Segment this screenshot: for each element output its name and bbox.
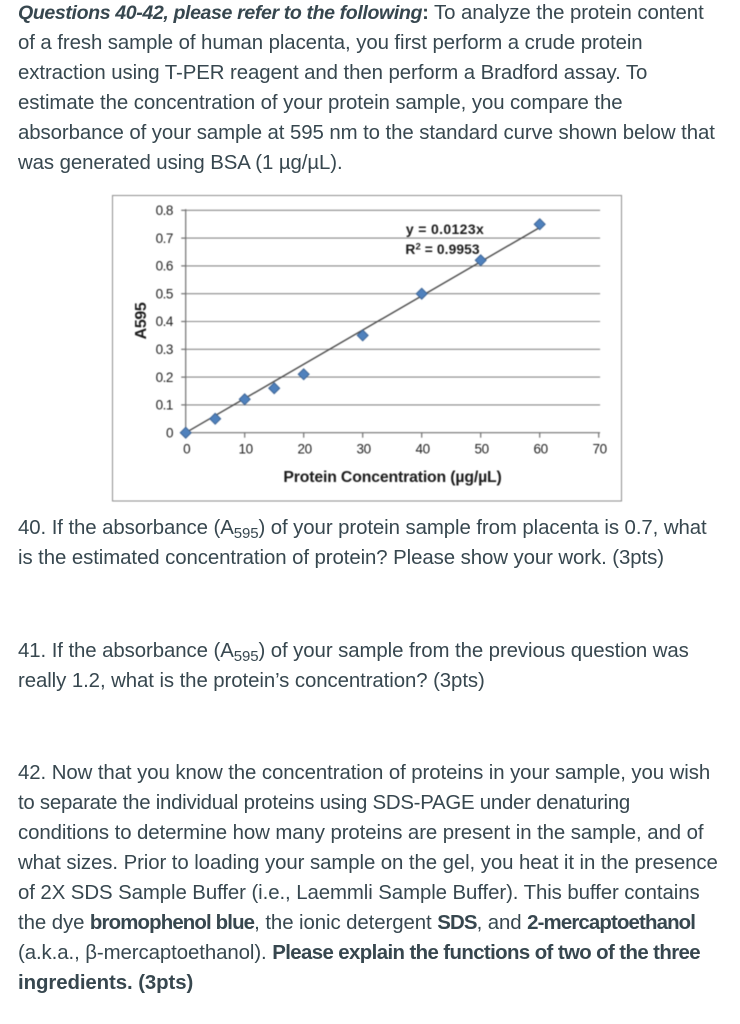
svg-text:0.3: 0.3: [156, 342, 173, 357]
svg-text:0.4: 0.4: [156, 314, 174, 329]
svg-text:0: 0: [166, 425, 173, 440]
svg-text:10: 10: [239, 442, 253, 457]
svg-text:40: 40: [416, 442, 430, 457]
svg-text:20: 20: [298, 442, 312, 457]
svg-text:30: 30: [357, 442, 371, 457]
svg-text:0.6: 0.6: [156, 259, 173, 274]
svg-text:0.2: 0.2: [156, 370, 173, 385]
svg-text:y = 0.0123x: y = 0.0123x: [406, 221, 484, 237]
svg-text:70: 70: [593, 442, 607, 457]
svg-text:60: 60: [534, 442, 548, 457]
svg-text:R2 = 0.9953: R2 = 0.9953: [405, 242, 480, 258]
svg-text:50: 50: [475, 442, 489, 457]
svg-text:0.5: 0.5: [156, 286, 173, 301]
svg-text:0.1: 0.1: [156, 398, 173, 413]
svg-text:0: 0: [183, 442, 190, 457]
svg-text:A595: A595: [133, 302, 150, 339]
svg-text:0.7: 0.7: [156, 231, 173, 246]
svg-text:0.8: 0.8: [156, 203, 173, 218]
svg-text:Protein Concentration (µg/µL): Protein Concentration (µg/µL): [283, 469, 501, 486]
